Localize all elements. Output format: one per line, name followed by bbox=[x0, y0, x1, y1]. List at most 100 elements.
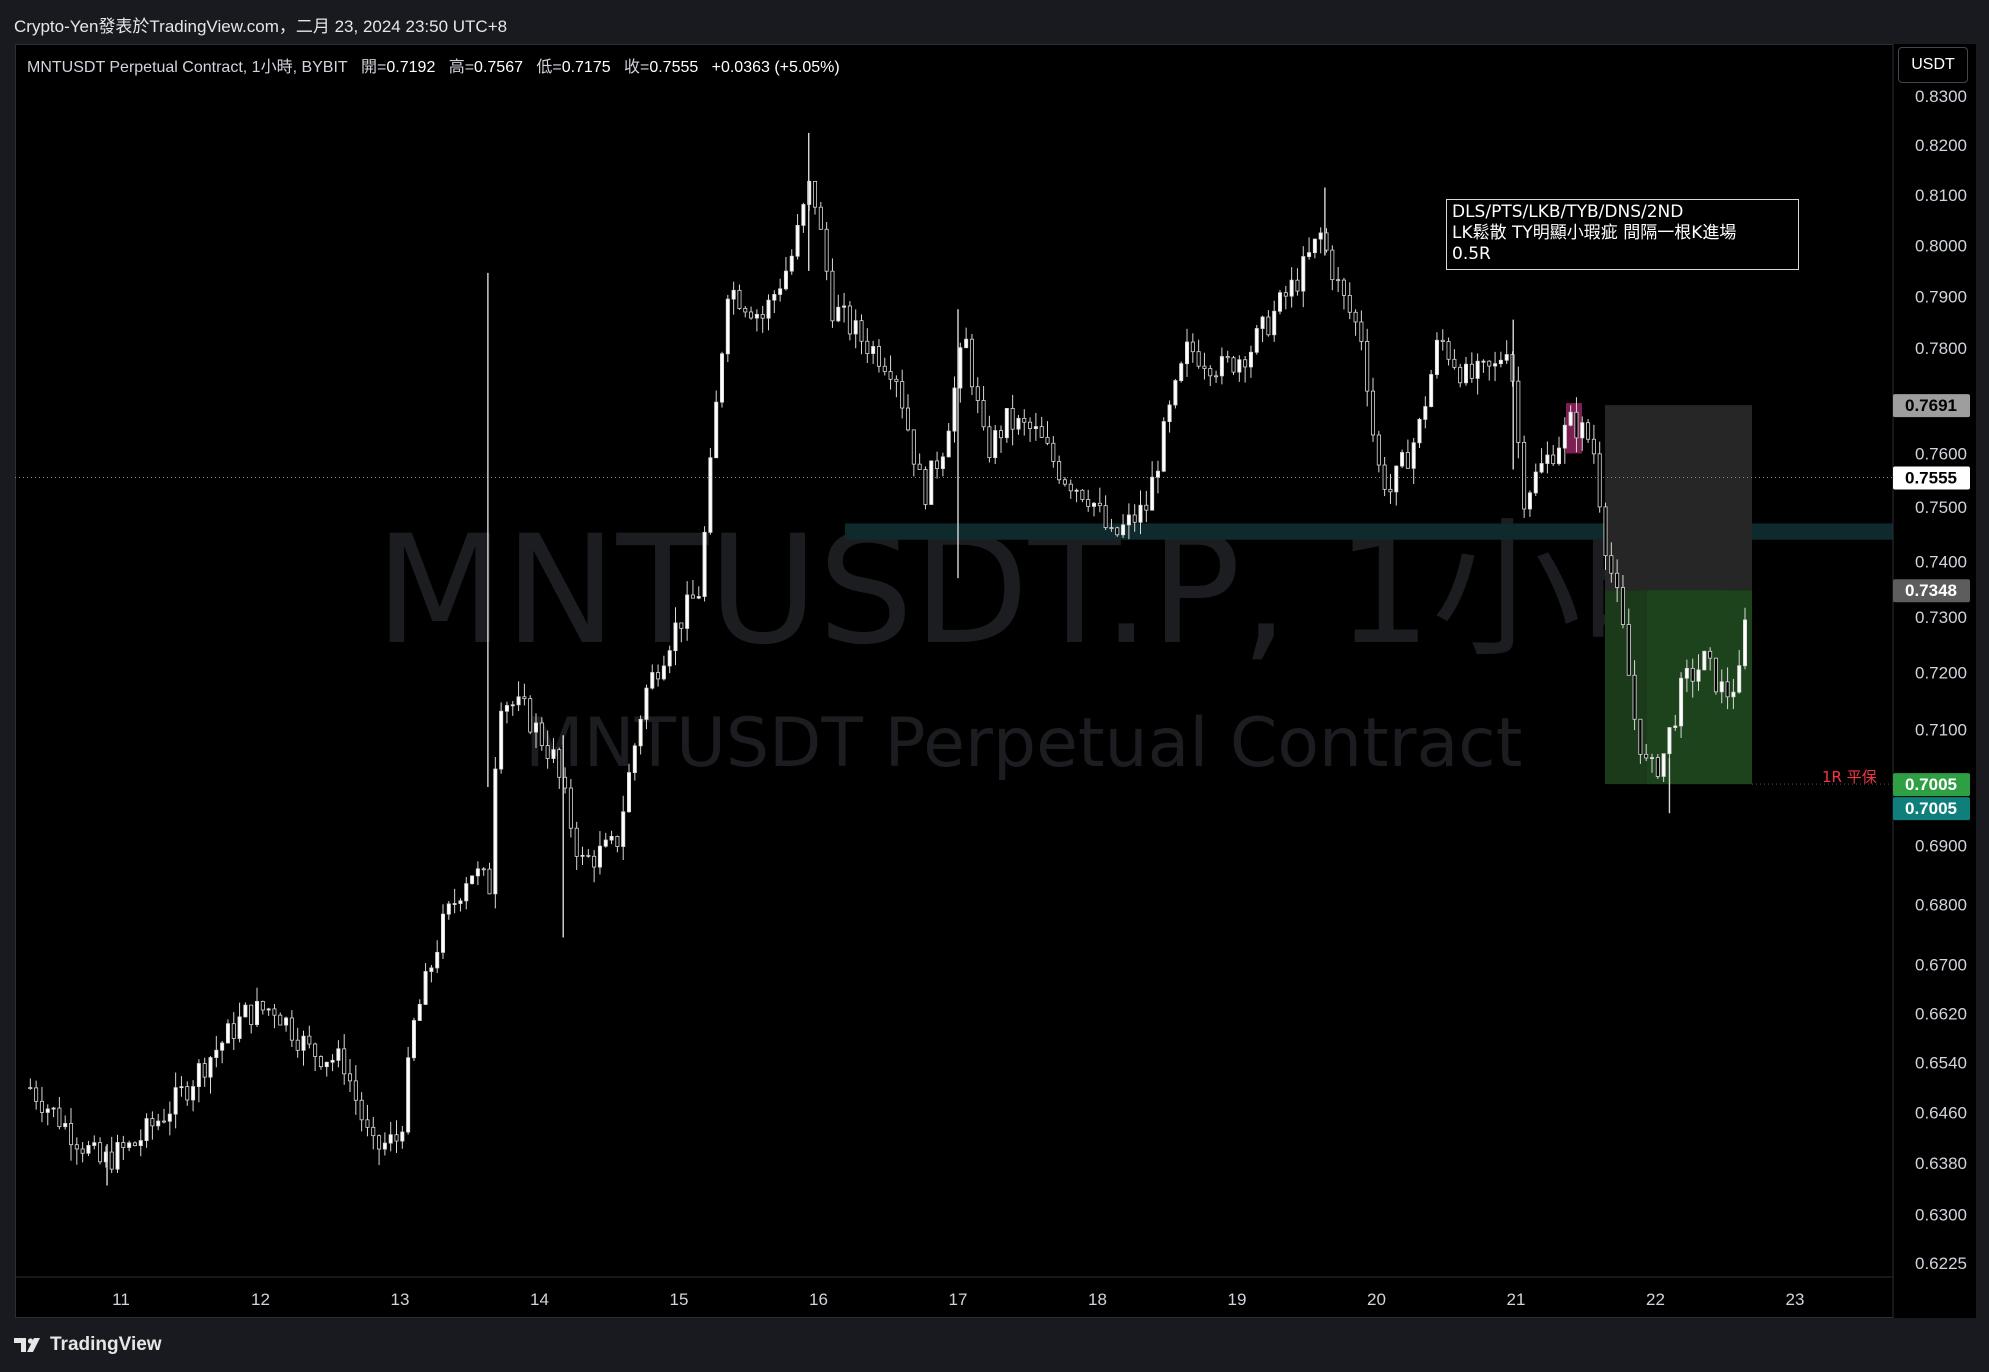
candle-down bbox=[132, 1142, 137, 1147]
candle-down bbox=[1708, 650, 1713, 659]
candle-down bbox=[1516, 380, 1521, 443]
time-tick-label: 19 bbox=[1228, 1290, 1247, 1309]
candle-down bbox=[1208, 368, 1213, 377]
candle-down bbox=[935, 460, 940, 469]
candle-up bbox=[301, 1035, 306, 1051]
note-line-3: 0.5R bbox=[1452, 244, 1491, 264]
candle-down bbox=[28, 1087, 33, 1090]
candle-up bbox=[1504, 354, 1509, 361]
candle-up bbox=[1254, 328, 1259, 353]
price-tick-label: 0.7600 bbox=[1915, 444, 1967, 463]
time-tick-label: 21 bbox=[1507, 1290, 1526, 1309]
candle-up bbox=[452, 903, 457, 905]
price-tick-label: 0.6900 bbox=[1915, 836, 1967, 855]
price-label-text: 0.7555 bbox=[1905, 469, 1957, 488]
candle-down bbox=[1603, 506, 1608, 557]
candle-up bbox=[1562, 424, 1567, 449]
candle-up bbox=[435, 951, 440, 969]
candle-up bbox=[714, 401, 719, 459]
candle-up bbox=[1173, 380, 1178, 406]
candle-up bbox=[1248, 351, 1253, 368]
candle-down bbox=[80, 1148, 85, 1154]
annotation-note[interactable]: DLS/PTS/LKB/TYB/DNS/2ND LK鬆散 TY明顯小瑕疵 間隔一… bbox=[1446, 199, 1799, 270]
candle-up bbox=[1434, 339, 1439, 375]
candle-down bbox=[295, 1039, 300, 1051]
candle-up bbox=[1185, 341, 1190, 365]
candle-up bbox=[417, 1004, 422, 1021]
candle-down bbox=[1371, 390, 1376, 436]
candle-up bbox=[597, 845, 602, 868]
candle-down bbox=[1190, 341, 1195, 353]
time-tick-label: 17 bbox=[949, 1290, 968, 1309]
candle-up bbox=[1272, 310, 1277, 336]
candle-up bbox=[1527, 492, 1532, 510]
candle-down bbox=[1103, 505, 1108, 529]
candle-up bbox=[1684, 667, 1689, 679]
candle-up bbox=[1737, 665, 1742, 693]
candle-down bbox=[57, 1107, 62, 1128]
candle-down bbox=[1655, 757, 1660, 777]
candle-up bbox=[1219, 356, 1224, 377]
candle-up bbox=[789, 255, 794, 272]
candle-down bbox=[481, 868, 486, 871]
price-tick-label: 0.7400 bbox=[1915, 553, 1967, 572]
candle-down bbox=[109, 1151, 114, 1170]
time-axis: 11 12 13 14 15 16 17 18 19 20 21 22 23 bbox=[15, 1276, 1893, 1309]
candle-down bbox=[1440, 339, 1445, 343]
candle-up bbox=[138, 1140, 143, 1147]
candle-down bbox=[289, 1017, 294, 1041]
candle-down bbox=[348, 1073, 353, 1082]
candle-down bbox=[1615, 572, 1620, 588]
candle-up bbox=[382, 1142, 387, 1150]
candle-up bbox=[1138, 504, 1143, 523]
price-axis: 0.8300 0.8200 0.8100 0.8000 0.7900 0.7800 0.76… bbox=[1892, 44, 1976, 1318]
candle-up bbox=[429, 967, 434, 972]
tradingview-logo[interactable]: TradingView bbox=[14, 1334, 162, 1356]
candle-up bbox=[766, 299, 771, 319]
candle-up bbox=[783, 270, 788, 290]
candle-up bbox=[940, 456, 945, 469]
time-tick-label: 18 bbox=[1088, 1290, 1107, 1309]
candle-down bbox=[760, 313, 765, 319]
candle-down bbox=[987, 426, 992, 458]
candle-down bbox=[749, 311, 754, 319]
candle-down bbox=[1022, 417, 1027, 423]
price-label-text: 0.7005 bbox=[1905, 775, 1957, 794]
currency-button[interactable]: USDT bbox=[1898, 47, 1968, 83]
price-tick-label: 0.8300 bbox=[1915, 87, 1967, 106]
candle-down bbox=[1196, 351, 1201, 367]
candle-down bbox=[539, 722, 544, 746]
candle-up bbox=[115, 1142, 120, 1170]
candle-up bbox=[196, 1063, 201, 1087]
candle-down bbox=[1045, 436, 1050, 444]
price-label-text: 0.7005 bbox=[1905, 799, 1957, 818]
legend-close: 0.7555 bbox=[649, 59, 699, 76]
candle-up bbox=[1702, 650, 1707, 671]
candle-down bbox=[342, 1048, 347, 1075]
candle-down bbox=[1051, 442, 1056, 462]
candle-down bbox=[1295, 279, 1300, 292]
candle-down bbox=[121, 1142, 126, 1148]
candle-up bbox=[1289, 279, 1294, 297]
candle-up bbox=[534, 722, 539, 733]
candle-up bbox=[446, 903, 451, 915]
candle-up bbox=[1004, 408, 1009, 439]
candles bbox=[28, 132, 1748, 1186]
candle-up bbox=[1016, 417, 1021, 430]
legend-change: +0.0363 (+5.05%) bbox=[711, 59, 840, 76]
candle-down bbox=[1632, 674, 1637, 720]
candle-down bbox=[1144, 504, 1149, 511]
candle-down bbox=[981, 400, 986, 428]
candle-up bbox=[499, 710, 504, 770]
candle-down bbox=[906, 407, 911, 431]
candle-down bbox=[1353, 311, 1358, 323]
candle-up bbox=[1167, 404, 1172, 422]
candle-down bbox=[359, 1099, 364, 1121]
price-label-text: 0.7348 bbox=[1905, 581, 1957, 600]
candle-up bbox=[237, 1016, 242, 1039]
candle-down bbox=[528, 698, 533, 733]
candle-down bbox=[563, 776, 568, 789]
candle-up bbox=[1161, 421, 1166, 472]
candle-down bbox=[586, 854, 591, 857]
